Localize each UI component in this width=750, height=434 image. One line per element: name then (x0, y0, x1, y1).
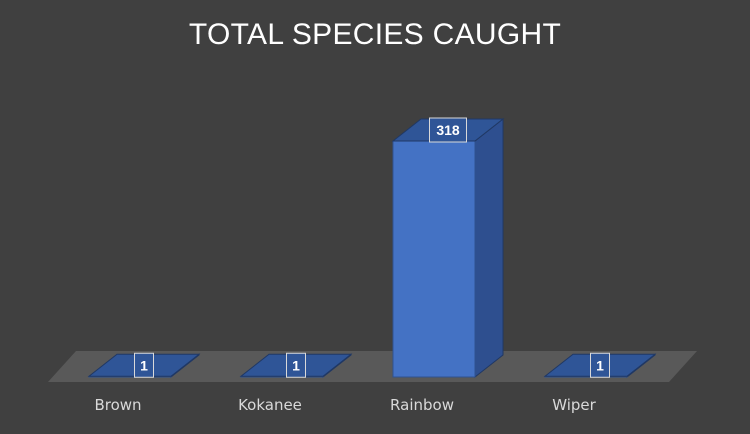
labels-group: 1 Brown 1 Kokanee 318 Rainbow 1 Wiper (94, 117, 610, 414)
data-label-text-rainbow: 318 (436, 122, 460, 138)
data-label-box-rainbow (429, 117, 467, 143)
chart-title: TOTAL SPECIES CAUGHT (188, 18, 562, 51)
data-label-brown: 1 (134, 352, 154, 378)
data-label-wiper: 1 (590, 352, 610, 378)
chart-floor (48, 351, 697, 382)
category-label-kokanee: Kokanee (238, 396, 302, 414)
data-label-text-brown: 1 (140, 357, 148, 373)
bar-side-rainbow (474, 117, 504, 379)
data-label-box-kokanee (286, 352, 306, 378)
category-label-rainbow: Rainbow (390, 396, 454, 414)
data-label-text-kokanee: 1 (292, 357, 300, 373)
bar-rainbow (391, 117, 505, 379)
bars-group (87, 117, 657, 379)
bar-front-rainbow (392, 140, 476, 378)
data-label-box-brown (134, 352, 154, 378)
category-label-wiper: Wiper (552, 396, 596, 414)
data-label-kokanee: 1 (286, 352, 306, 378)
data-label-box-wiper (590, 352, 610, 378)
category-label-brown: Brown (94, 396, 141, 414)
data-label-rainbow: 318 (429, 117, 467, 143)
data-label-text-wiper: 1 (596, 357, 604, 373)
